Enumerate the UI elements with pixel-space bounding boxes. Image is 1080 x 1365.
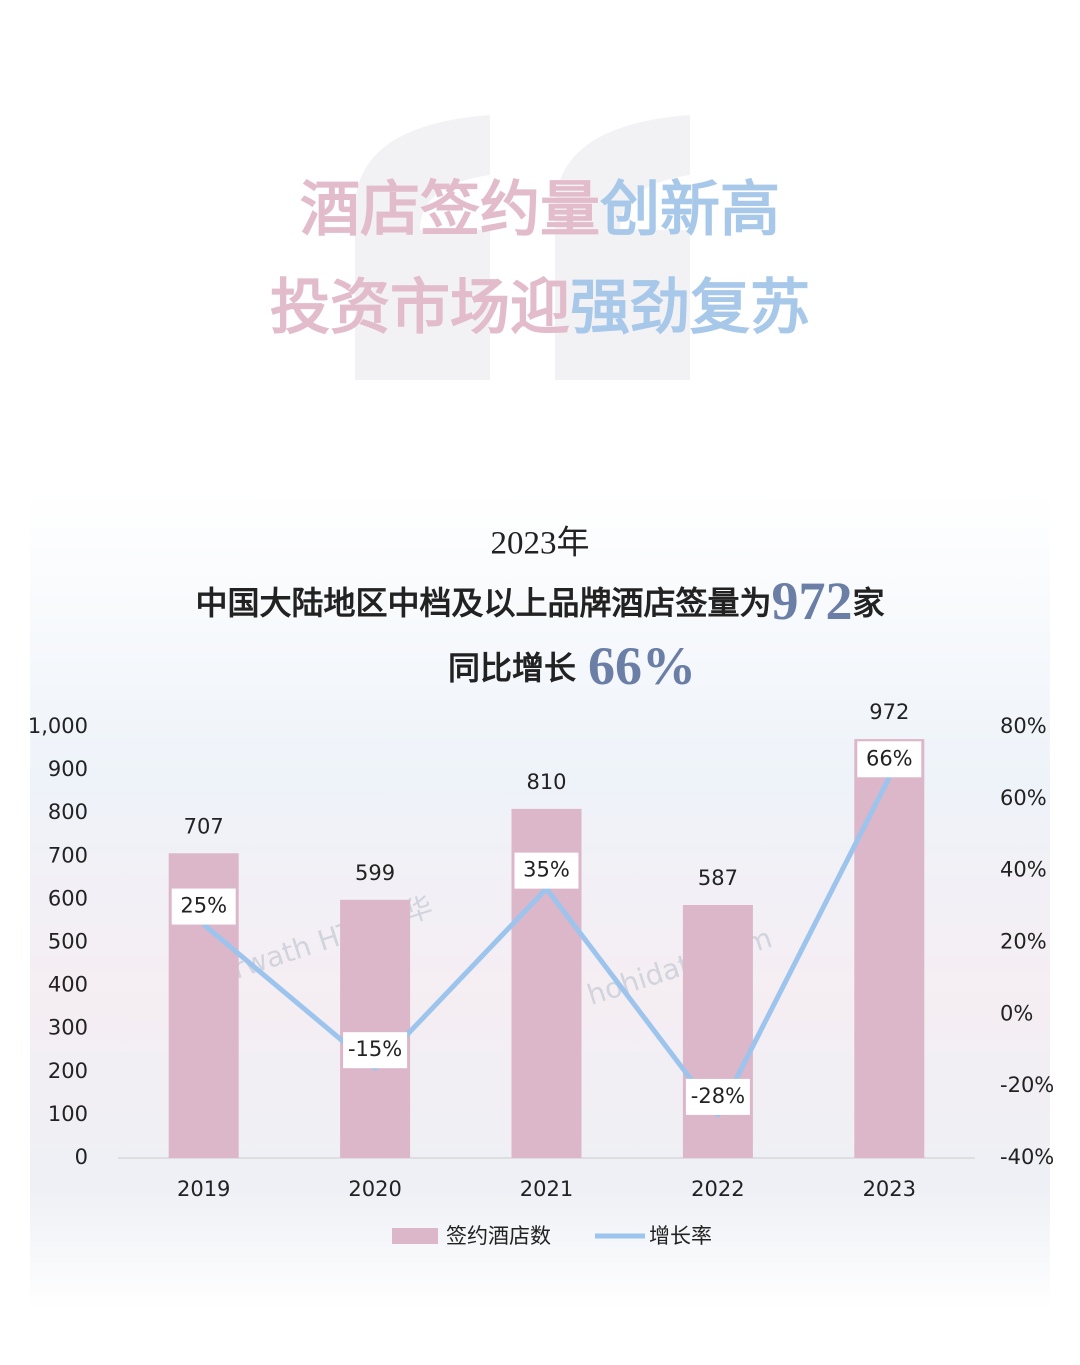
- headline-2: 投资市场迎强劲复苏: [270, 273, 810, 343]
- legend-label: 增长率: [649, 1224, 712, 1248]
- x-tick-label: 2019: [177, 1177, 230, 1201]
- headline-1: 酒店签约量创新高: [300, 175, 780, 245]
- summary-text: 同比增长: [448, 650, 576, 686]
- y-tick-label: 800: [48, 800, 88, 824]
- y-tick-label: 600: [48, 886, 88, 910]
- summary-growth-line: 同比增长 66%: [448, 636, 696, 696]
- y2-tick-label: 40%: [1000, 858, 1047, 882]
- line-value-label: -15%: [348, 1037, 402, 1061]
- y-tick-label: 200: [48, 1059, 88, 1083]
- bar: [682, 905, 753, 1158]
- label-box: [343, 1032, 408, 1069]
- label-box: [514, 852, 579, 889]
- line-value-label: 66%: [866, 746, 913, 770]
- x-tick-label: 2021: [520, 1177, 573, 1201]
- x-tick-label: 2022: [691, 1177, 744, 1201]
- y-tick-label: 1,000: [28, 714, 88, 738]
- y-tick-label: 700: [48, 843, 88, 867]
- y2-tick-label: 60%: [1000, 786, 1047, 810]
- bar: [340, 899, 411, 1158]
- y2-tick-label: -20%: [1000, 1073, 1054, 1097]
- label-box: [171, 888, 236, 925]
- legend-label: 签约酒店数: [446, 1224, 551, 1248]
- headline-plain: 投资市场迎: [270, 273, 570, 343]
- y-tick-label: 500: [48, 930, 88, 954]
- bar-value-label: 810: [526, 770, 566, 794]
- line-value-label: 25%: [180, 894, 227, 918]
- label-box: [685, 1078, 750, 1115]
- line-value-label: 35%: [523, 858, 570, 882]
- bar-value-label: 972: [869, 700, 909, 724]
- y-tick-label: 300: [48, 1016, 88, 1040]
- x-tick-label: 2020: [348, 1177, 401, 1201]
- y-tick-label: 900: [48, 757, 88, 781]
- bar-value-label: 587: [698, 866, 738, 890]
- summary-growth: 66%: [588, 636, 696, 696]
- summary-unit: 家: [853, 585, 885, 621]
- line-value-label: -28%: [691, 1084, 745, 1108]
- summary-count: 972: [772, 571, 853, 631]
- bar-value-label: 707: [184, 814, 224, 838]
- y-tick-label: 400: [48, 973, 88, 997]
- x-tick-label: 2023: [863, 1177, 916, 1201]
- y-tick-label: 0: [75, 1145, 88, 1169]
- quote-mark: [355, 115, 690, 380]
- summary-year: 2023年: [491, 525, 590, 562]
- headline-accent: 创新高: [600, 175, 780, 245]
- y2-tick-label: 0%: [1000, 1001, 1033, 1025]
- y2-tick-label: 20%: [1000, 930, 1047, 954]
- y2-tick-label: 80%: [1000, 714, 1047, 738]
- summary-line: 中国大陆地区中档及以上品牌酒店签量为972家: [195, 571, 884, 631]
- legend-swatch: [392, 1228, 438, 1244]
- chart: 0 100 200 300 400 500 600 700 800 900 1,000 -40% -20…: [28, 700, 1054, 1248]
- y2-tick-label: -40%: [1000, 1145, 1054, 1169]
- bar: [854, 739, 925, 1158]
- summary-text: 中国大陆地区中档及以上品牌酒店签量为: [195, 585, 771, 621]
- y-tick-label: 100: [48, 1102, 88, 1126]
- headline-accent: 强劲复苏: [570, 273, 810, 343]
- bar-value-label: 599: [355, 861, 395, 885]
- label-box: [857, 741, 922, 778]
- headline-plain: 酒店签约量: [300, 175, 600, 245]
